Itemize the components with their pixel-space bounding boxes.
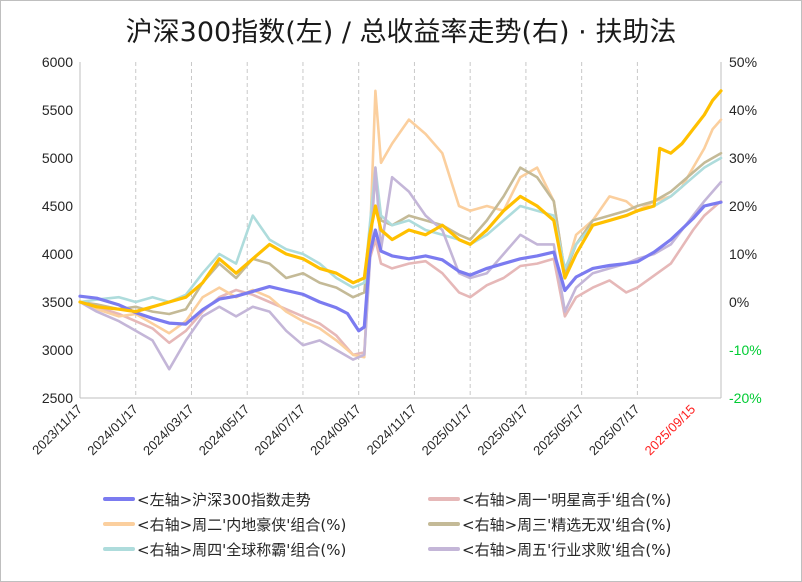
legend-label: <右轴>周三'精选无双'组合(%) <box>462 516 671 534</box>
x-tick-label: 2025/01/17 <box>419 402 476 459</box>
series-line <box>78 200 723 333</box>
right-tick-label: 20% <box>729 198 757 214</box>
x-tick-label: 2024/07/17 <box>251 402 308 459</box>
legend-label: <右轴>周一'明星高手'组合(%) <box>462 491 671 509</box>
series-line <box>78 89 723 314</box>
x-tick-label: 2024/09/17 <box>307 402 364 459</box>
chart-title: 沪深300指数(左) / 总收益率走势(右) · 扶助法 <box>125 17 677 48</box>
right-tick-label: 50% <box>729 54 757 70</box>
legend-label: <左轴>沪深300指数走势 <box>137 491 311 509</box>
legend: <左轴>沪深300指数走势 <右轴>周一'明星高手'组合(%) <右轴>周二'内地豪… <box>103 491 671 559</box>
left-tick-label: 6000 <box>42 54 73 70</box>
left-tick-label: 3000 <box>42 342 73 358</box>
legend-label: <右轴>周二'内地豪侠'组合(%) <box>137 516 346 534</box>
right-tick-label: 10% <box>729 246 757 262</box>
right-tick-label: 40% <box>729 102 757 118</box>
legend-label: <右轴>周五'行业求败'组合(%) <box>462 541 671 559</box>
right-tick-label: 30% <box>729 150 757 166</box>
series-group <box>78 89 723 371</box>
left-tick-label: 3500 <box>42 294 73 310</box>
right-tick-label: 0% <box>729 294 749 310</box>
series-line <box>78 166 723 371</box>
x-tick-label: 2024/01/17 <box>84 402 141 459</box>
x-tick-label: 2024/03/17 <box>140 402 197 459</box>
series-line <box>78 199 723 357</box>
left-tick-label: 2500 <box>42 390 73 406</box>
left-tick-label: 4500 <box>42 198 73 214</box>
x-tick-label: 2024/11/17 <box>364 402 420 458</box>
x-tick-label: 2023/11/17 <box>29 402 85 458</box>
x-tick-label: 2024/05/17 <box>196 402 253 459</box>
x-tick-label: 2025/09/15 <box>642 402 699 459</box>
legend-label: <右轴>周四'全球称霸'组合(%) <box>137 541 346 559</box>
right-tick-label: -20% <box>729 390 762 406</box>
x-tick-label: 2025/07/17 <box>586 402 643 459</box>
left-tick-label: 5500 <box>42 102 73 118</box>
series-line <box>78 156 723 304</box>
x-tick-label: 2025/03/17 <box>474 402 531 459</box>
left-tick-label: 4000 <box>42 246 73 262</box>
x-tick-label: 2025/05/17 <box>530 402 587 459</box>
grid-lines <box>79 62 638 398</box>
right-tick-label: -10% <box>729 342 762 358</box>
left-tick-label: 5000 <box>42 150 73 166</box>
